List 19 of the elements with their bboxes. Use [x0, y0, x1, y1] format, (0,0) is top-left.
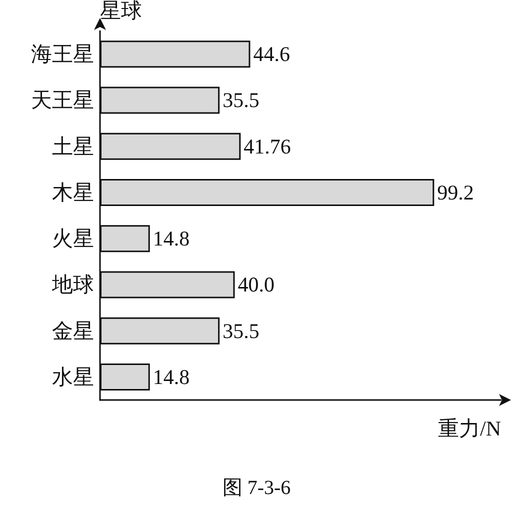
- y-axis-title: 星球: [100, 0, 142, 22]
- y-tick-label: 金星: [52, 318, 94, 343]
- y-tick-label: 海王星: [31, 42, 94, 66]
- data-label: 99.2: [437, 180, 474, 204]
- caption: 图 7-3-6: [222, 477, 291, 499]
- data-label: 35.5: [222, 88, 260, 112]
- x-axis-title: 重力/N: [438, 416, 501, 440]
- data-label: 40.0: [238, 272, 274, 297]
- data-label: 35.5: [222, 318, 260, 343]
- data-label: 44.6: [253, 42, 290, 66]
- y-tick-label: 土星: [52, 134, 94, 158]
- data-label: 14.8: [152, 364, 190, 389]
- y-tick-label: 天王星: [31, 88, 94, 112]
- data-label: 14.8: [152, 226, 190, 251]
- data-label: 41.76: [244, 134, 291, 158]
- y-tick-label: 火星: [52, 226, 94, 251]
- y-tick-label: 地球: [51, 272, 94, 297]
- y-tick-label: 水星: [52, 364, 94, 389]
- y-tick-label: 木星: [52, 180, 94, 204]
